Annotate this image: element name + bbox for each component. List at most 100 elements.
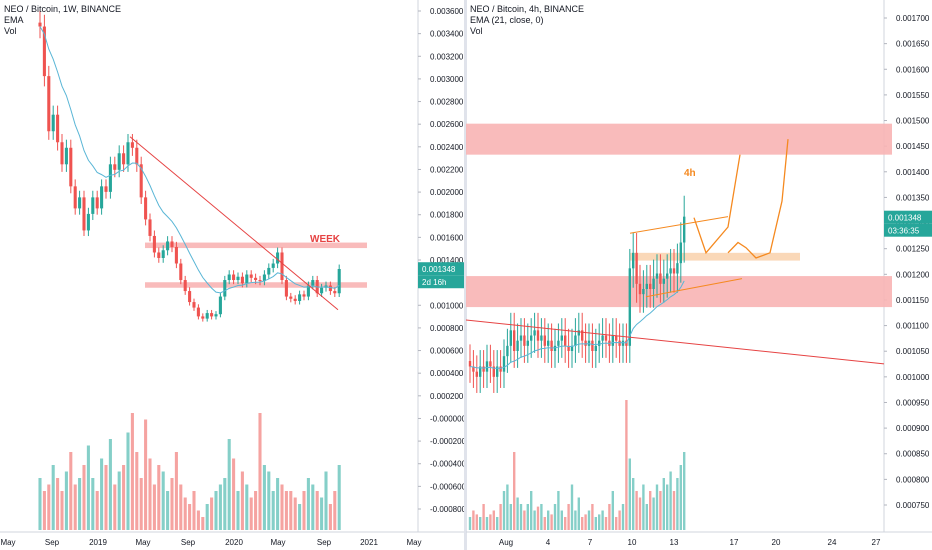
- y-tick-label: 0.000900: [896, 424, 930, 433]
- candle-body: [621, 340, 625, 346]
- candle-body: [95, 197, 99, 209]
- candle-body: [560, 335, 563, 341]
- candle-body: [170, 241, 174, 247]
- fourhour-volume-label[interactable]: Vol: [470, 26, 483, 36]
- fourhour-chart-panel[interactable]: 0.001700 0.001650 0.001600 0.001550 0.001500…: [466, 0, 932, 550]
- x-tick-label: 7: [588, 538, 593, 547]
- volume-bar: [192, 491, 196, 530]
- volume-bar: [628, 458, 631, 530]
- volume-bar: [662, 478, 665, 530]
- volume-bar: [553, 504, 557, 530]
- candle-body: [69, 147, 73, 187]
- candle-body: [628, 268, 631, 346]
- last-price-tag: [884, 210, 932, 224]
- y-tick-label: 0.001400: [430, 256, 464, 265]
- volume-bar: [38, 478, 42, 530]
- support-resistance-zone: [466, 123, 892, 155]
- candle-body: [104, 186, 108, 192]
- y-tick-label: 0.003400: [430, 30, 464, 39]
- candle-body: [672, 268, 676, 274]
- volume-bar: [492, 510, 495, 530]
- x-tick-label: May: [0, 538, 15, 547]
- volume-bar: [144, 419, 148, 530]
- y-tick-label: 0.001550: [896, 91, 930, 100]
- weekly-volume-label[interactable]: Vol: [4, 26, 17, 36]
- volume-bar: [117, 471, 121, 530]
- y-tick-label: 0.003600: [430, 7, 464, 16]
- candle-body: [179, 263, 183, 281]
- volume-bar: [645, 504, 648, 530]
- volume-bar: [506, 484, 509, 530]
- candle-body: [232, 274, 236, 281]
- volume-bar: [574, 510, 577, 530]
- candle-body: [540, 335, 543, 341]
- x-tick-label: 17: [730, 538, 739, 547]
- volume-bar: [302, 491, 306, 530]
- candle-body: [333, 291, 337, 294]
- candle-body: [122, 153, 126, 165]
- candle-body: [662, 278, 665, 284]
- fourhour-ema-label[interactable]: EMA (21, close, 0): [470, 15, 544, 25]
- weekly-chart-panel[interactable]: 0.003600 0.003400 0.003200 0.003000 0.002800…: [0, 0, 466, 550]
- y-tick-label: 0.001100: [896, 322, 929, 331]
- candle-body: [489, 361, 492, 367]
- volume-bar: [258, 413, 262, 530]
- candle-body: [174, 246, 178, 264]
- y-tick-label: 0.001200: [896, 270, 930, 279]
- weekly-chart-canvas[interactable]: 0.003600 0.003400 0.003200 0.003000 0.002800…: [0, 0, 466, 550]
- y-tick-label: 0.000850: [896, 450, 930, 459]
- candle-body: [113, 164, 117, 170]
- volume-bar: [201, 517, 205, 530]
- fourhour-chart-canvas[interactable]: 0.001700 0.001650 0.001600 0.001550 0.001500…: [466, 0, 932, 550]
- candle-body: [144, 197, 148, 220]
- weekly-symbol-label[interactable]: NEO / Bitcoin, 1W, BINANCE: [4, 4, 122, 14]
- volume-bar: [550, 514, 553, 530]
- candle-body: [152, 235, 156, 253]
- volume-bar: [64, 471, 68, 530]
- y-tick-label: 0.002200: [430, 165, 464, 174]
- weekly-ema-label[interactable]: EMA: [4, 15, 24, 25]
- volume-bar: [584, 514, 587, 530]
- volume-bar: [635, 491, 638, 530]
- countdown-tag: [884, 223, 932, 237]
- volume-bar: [284, 491, 288, 530]
- candle-body: [38, 22, 42, 27]
- volume-bar: [337, 465, 341, 530]
- candle-body: [42, 26, 46, 77]
- volume-bar: [183, 497, 187, 530]
- volume-bar: [652, 497, 655, 530]
- candle-body: [598, 340, 601, 346]
- panel-divider[interactable]: [464, 0, 467, 550]
- y-tick-label: 0.001400: [896, 168, 930, 177]
- candle-body: [635, 252, 638, 284]
- fourhour-symbol-label[interactable]: NEO / Bitcoin, 4h, BINANCE: [470, 4, 585, 14]
- y-tick-label: 0.000800: [430, 324, 464, 333]
- volume-bar: [659, 491, 662, 530]
- candle-body: [60, 142, 64, 165]
- candle-body: [564, 335, 567, 346]
- volume-bar: [100, 458, 104, 530]
- candle-body: [594, 345, 597, 351]
- x-tick-label: 20: [772, 538, 781, 547]
- candle-body: [645, 283, 648, 289]
- candle-body: [130, 142, 134, 148]
- x-tick-label: May: [270, 538, 285, 547]
- volume-bar: [570, 484, 574, 530]
- support-resistance-zone: [466, 276, 892, 308]
- x-tick-label: 13: [670, 538, 679, 547]
- candle-body: [499, 366, 502, 372]
- candle-body: [604, 335, 608, 341]
- x-tick-label: 2021: [360, 538, 378, 547]
- x-tick-label: 24: [828, 538, 837, 547]
- candle-body: [82, 197, 86, 231]
- trend-line: [129, 136, 339, 311]
- volume-bar: [598, 514, 601, 530]
- candle-body: [157, 252, 161, 258]
- y-tick-label: 0.000750: [896, 501, 930, 510]
- candle-body: [485, 361, 489, 372]
- candle-body: [642, 289, 645, 295]
- bar-countdown: 2d 16h: [422, 278, 446, 287]
- candle-body: [655, 273, 659, 279]
- y-tick-label: 0.000800: [896, 475, 930, 484]
- x-tick-label: 10: [628, 538, 637, 547]
